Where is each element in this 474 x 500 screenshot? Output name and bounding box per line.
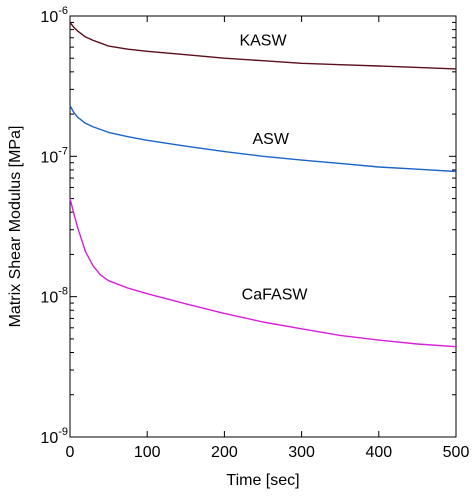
y-tick-label: 10-9	[40, 426, 68, 447]
series-label-kasw: KASW	[239, 33, 287, 50]
series-label-asw: ASW	[252, 131, 289, 148]
series-line-asw	[69, 105, 457, 173]
labels-layer: KASW ASW CaFASW	[239, 33, 308, 304]
plot-frame	[69, 15, 457, 438]
x-tick-label: 400	[365, 444, 392, 461]
y-tick-label: 10-8	[40, 286, 68, 307]
x-axis-title: Time [sec]	[226, 472, 299, 489]
y-tick-label: 10-6	[40, 5, 68, 26]
series-line-cafasw	[69, 198, 457, 348]
x-tick-label: 500	[443, 444, 470, 461]
x-tick-label: 0	[66, 444, 75, 461]
series-line-kasw	[69, 21, 457, 70]
series-label-cafasw: CaFASW	[242, 287, 309, 304]
series-layer	[69, 21, 457, 348]
y-axis-title: Matrix Shear Modulus [MPa]	[7, 126, 24, 328]
y-tick-label: 10-7	[40, 145, 68, 166]
ticks-layer: 0 100 200 300 400 500 10-9 10-8 10-7 10-6	[40, 5, 469, 461]
x-tick-label: 200	[211, 444, 238, 461]
x-tick-label: 300	[288, 444, 315, 461]
x-tick-label: 100	[134, 444, 161, 461]
